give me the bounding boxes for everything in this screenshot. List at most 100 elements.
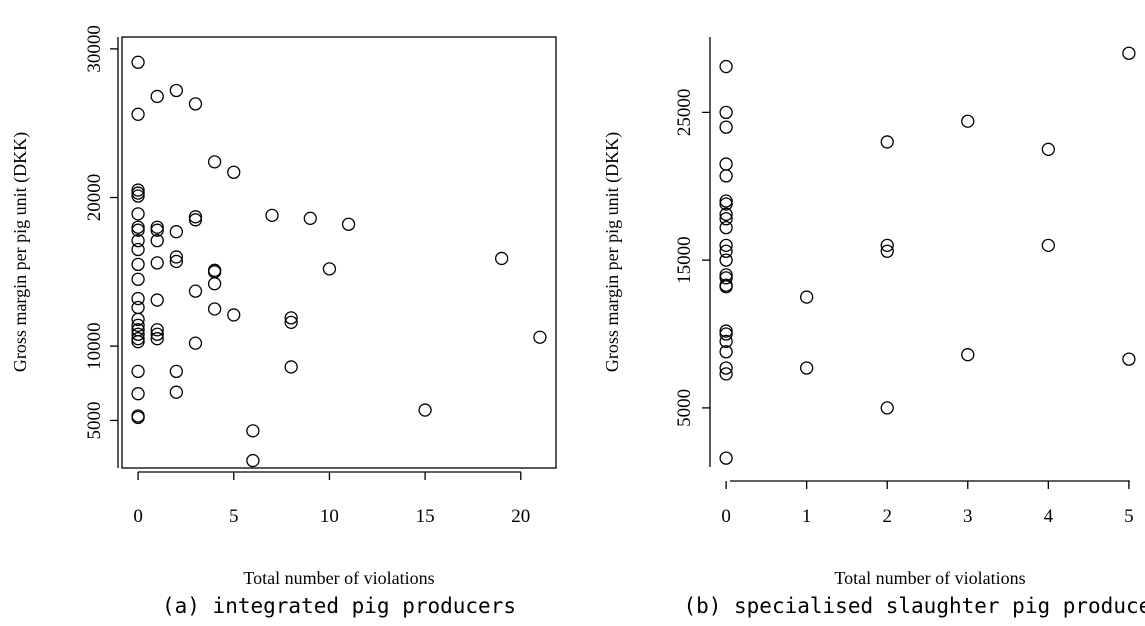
data-point — [207, 155, 222, 169]
data-point — [719, 244, 733, 258]
x-tick-label: 0 — [721, 506, 731, 527]
x-tick-label: 3 — [963, 506, 973, 527]
data-point — [322, 262, 337, 276]
data-point — [719, 345, 733, 359]
data-point — [719, 105, 733, 120]
data-point — [961, 114, 975, 128]
data-point — [150, 256, 164, 270]
data-point — [719, 253, 733, 267]
data-point — [131, 233, 145, 248]
data-point — [169, 364, 183, 379]
data-point — [880, 135, 894, 149]
chart-a-x-ticks: 0 5 10 15 20 — [133, 472, 530, 527]
chart-b-points — [719, 46, 1136, 465]
data-point — [131, 327, 145, 341]
y-tick-label: 20000 — [84, 174, 105, 222]
data-point — [719, 220, 733, 235]
data-point — [719, 324, 733, 338]
data-point — [169, 83, 183, 98]
data-point — [131, 107, 145, 121]
data-point — [227, 308, 241, 322]
data-point — [1041, 142, 1055, 156]
data-point — [131, 332, 145, 346]
chart-b-x-ticks: 0 1 2 3 4 5 — [721, 481, 1134, 527]
data-point — [719, 194, 733, 208]
chart-b: 0 1 2 3 4 5 5000 15000 25000 Total number of vi… — [602, 37, 1145, 618]
y-tick-label: 5000 — [674, 389, 695, 427]
data-point — [150, 89, 164, 104]
data-point — [880, 401, 894, 415]
x-tick-label: 20 — [511, 506, 530, 527]
data-point — [131, 318, 145, 332]
x-tick-label: 5 — [229, 506, 239, 527]
chart-b-y-ticks: 5000 15000 25000 — [674, 89, 710, 427]
x-tick-label: 10 — [320, 506, 339, 527]
y-tick-label: 15000 — [674, 236, 695, 284]
data-point — [169, 254, 183, 269]
data-point — [150, 327, 164, 341]
x-tick-label: 5 — [1124, 506, 1134, 527]
data-point — [265, 208, 279, 222]
chart-a-caption: (a) integrated pig producers — [162, 594, 516, 618]
chart-b-x-axis-title: Total number of violations — [834, 568, 1025, 588]
data-point — [131, 242, 145, 257]
data-point — [719, 120, 733, 134]
data-point — [150, 223, 164, 237]
x-tick-label: 2 — [882, 506, 892, 527]
data-point — [246, 453, 260, 468]
data-point — [719, 212, 733, 226]
x-tick-label: 1 — [802, 506, 812, 527]
data-point — [150, 293, 164, 307]
data-point — [719, 59, 733, 74]
data-point — [131, 410, 145, 425]
data-point — [188, 97, 203, 111]
data-point — [131, 220, 145, 234]
data-point — [150, 233, 164, 248]
data-point — [800, 361, 814, 375]
chart-a-y-ticks: 5000 10000 20000 30000 — [84, 25, 118, 439]
data-point — [719, 238, 733, 253]
data-point — [719, 169, 733, 183]
data-point — [719, 157, 733, 171]
data-point — [169, 250, 183, 264]
data-point — [131, 207, 145, 221]
data-point — [284, 311, 298, 325]
data-point — [880, 244, 894, 258]
data-point — [341, 217, 356, 231]
data-point — [719, 361, 733, 375]
data-point — [150, 323, 164, 337]
chart-b-caption: (b) specialised slaughter pig producers — [683, 594, 1145, 618]
x-tick-label: 0 — [133, 506, 143, 527]
data-point — [131, 183, 145, 197]
data-point — [227, 165, 241, 179]
data-point — [1122, 352, 1136, 366]
data-point — [169, 385, 183, 399]
data-point — [131, 257, 145, 272]
data-point — [1041, 238, 1055, 253]
data-point — [131, 189, 145, 203]
data-point — [719, 207, 733, 221]
data-point — [131, 300, 145, 315]
data-point — [961, 348, 975, 362]
data-point — [131, 55, 145, 69]
data-point — [418, 403, 432, 417]
data-point — [207, 277, 222, 291]
x-tick-label: 15 — [416, 506, 435, 527]
data-point — [495, 251, 509, 266]
data-point — [284, 315, 298, 330]
y-tick-label: 30000 — [84, 25, 105, 73]
chart-a-points — [131, 55, 547, 468]
chart-a-y-axis-title: Gross margin per pig unit (DKK) — [10, 132, 31, 372]
chart-b-y-axis-title: Gross margin per pig unit (DKK) — [602, 132, 623, 372]
data-point — [188, 213, 203, 227]
data-point — [719, 451, 733, 465]
data-point — [246, 424, 260, 438]
chart-a: 0 5 10 15 20 5000 10000 20000 30000 Total numbe… — [10, 25, 557, 618]
data-point — [719, 197, 733, 211]
chart-a-x-axis-title: Total number of violations — [243, 568, 434, 588]
data-point — [150, 220, 164, 234]
data-point — [188, 210, 203, 224]
y-tick-label: 5000 — [84, 401, 105, 439]
x-tick-label: 4 — [1044, 506, 1054, 527]
